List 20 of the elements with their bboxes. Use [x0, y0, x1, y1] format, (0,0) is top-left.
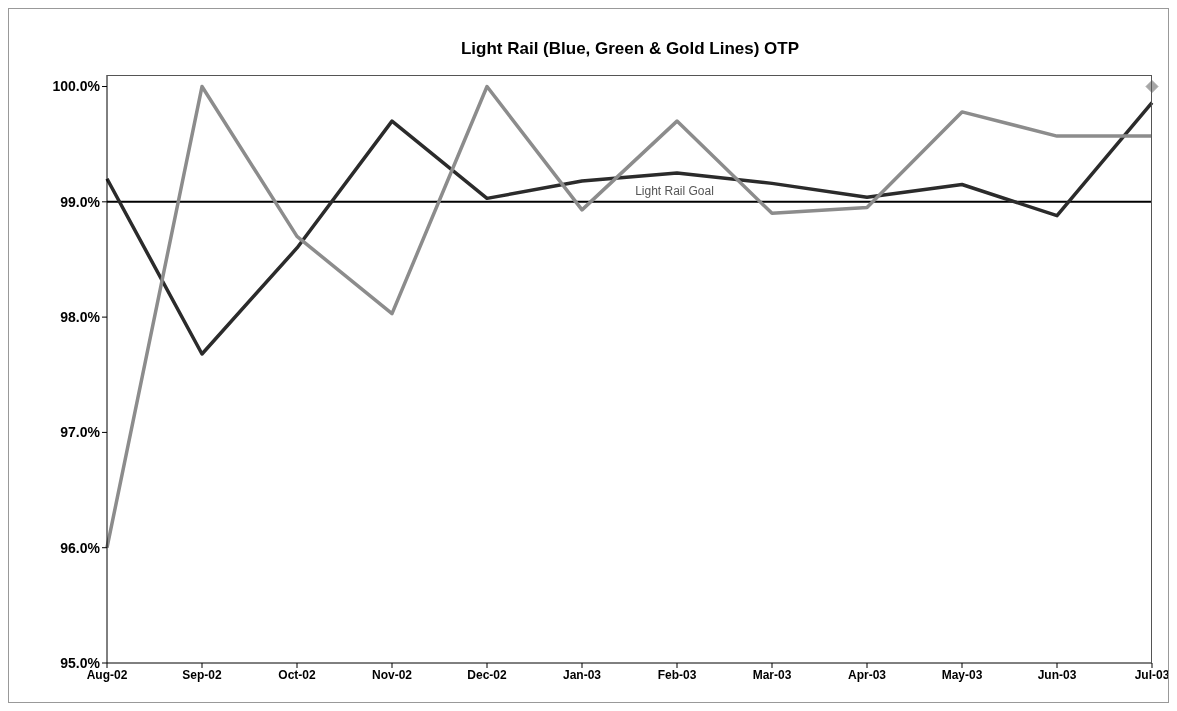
x-tick-label: May-03	[941, 667, 983, 682]
x-tick-label: Dec-02	[467, 667, 507, 682]
x-tick-label: Oct-02	[278, 667, 316, 682]
x-tick-label: Mar-03	[752, 667, 792, 682]
y-tick-label: 99.0%	[60, 193, 101, 210]
line-series	[105, 84, 1154, 550]
x-tick-label: Feb-03	[657, 667, 697, 682]
x-tick-label: Sep-02	[182, 667, 222, 682]
chart-title: Light Rail (Blue, Green & Gold Lines) OTP	[459, 39, 801, 59]
y-tick-label: 97.0%	[60, 424, 101, 441]
x-tick-label: Jan-03	[562, 667, 602, 682]
x-tick-label: Apr-03	[847, 667, 887, 682]
y-tick-label: 98.0%	[60, 309, 101, 326]
line-series	[105, 100, 1154, 356]
y-tick-label: 100.0%	[52, 78, 101, 95]
x-tick-label: Jun-03	[1037, 667, 1077, 682]
ref-line-label: Light Rail Goal	[635, 183, 714, 198]
y-tick-label: 96.0%	[60, 539, 101, 556]
x-tick-label: Jul-03	[1134, 667, 1170, 682]
x-tick-label: Nov-02	[371, 667, 413, 682]
